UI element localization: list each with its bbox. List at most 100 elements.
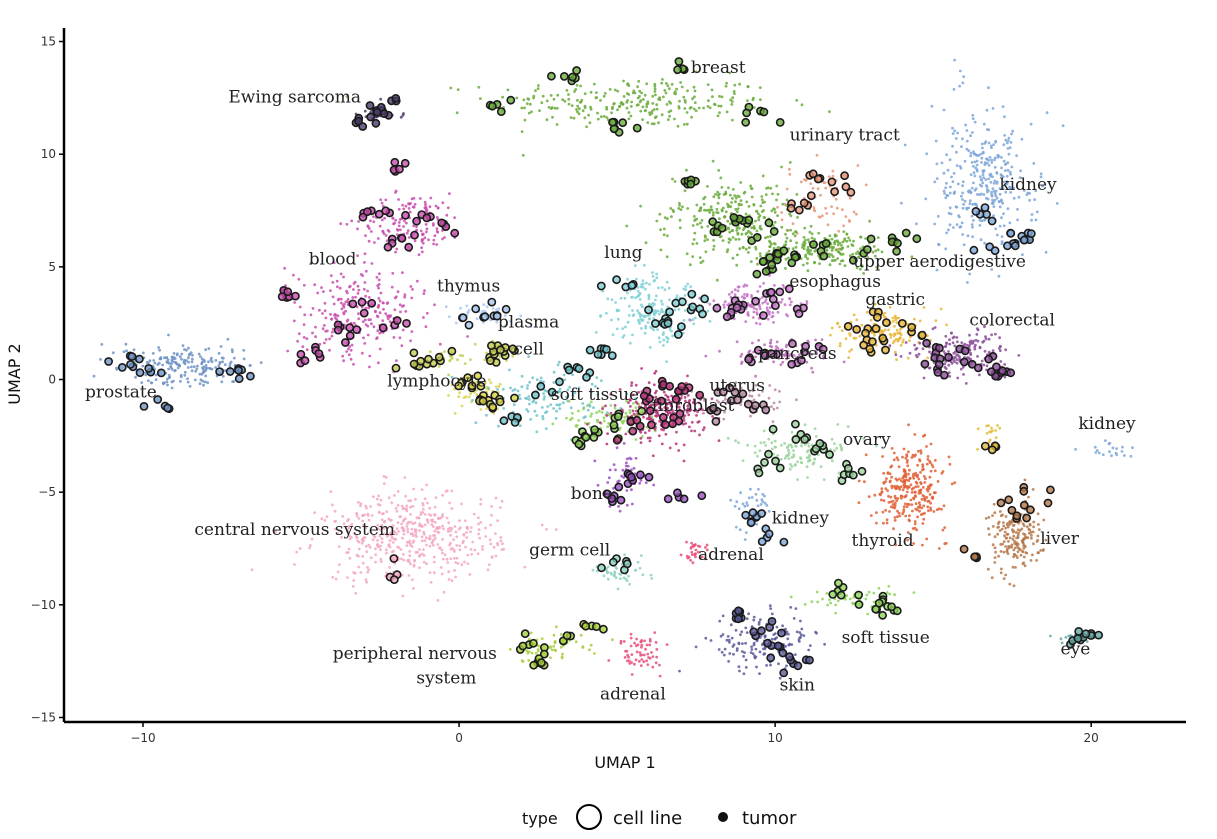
tumor-point bbox=[889, 500, 893, 504]
tumor-point bbox=[1016, 208, 1019, 211]
cell-line-point bbox=[409, 348, 419, 358]
tumor-point bbox=[1009, 191, 1013, 194]
cell-line-point bbox=[799, 198, 809, 208]
tumor-point bbox=[715, 211, 719, 214]
tumor-point bbox=[420, 488, 424, 491]
tumor-point bbox=[780, 165, 783, 169]
tumor-point bbox=[843, 238, 846, 242]
tumor-point bbox=[826, 603, 830, 607]
tumor-point bbox=[746, 313, 750, 316]
tumor-point bbox=[418, 566, 421, 570]
tumor-point bbox=[124, 342, 128, 346]
tumor-point bbox=[794, 230, 798, 234]
cell-line-point bbox=[536, 381, 546, 391]
tumor-point bbox=[758, 86, 762, 89]
tumor-point bbox=[423, 513, 427, 516]
tumor-point bbox=[607, 421, 610, 425]
tumor-point bbox=[842, 360, 846, 364]
tumor-point bbox=[519, 314, 523, 318]
tumor-point bbox=[414, 533, 418, 537]
tumor-point bbox=[390, 285, 394, 289]
tumor-point bbox=[732, 643, 736, 647]
tumor-point bbox=[850, 243, 854, 247]
tumor-point bbox=[518, 397, 522, 400]
tumor-point bbox=[834, 603, 838, 607]
tumor-point bbox=[975, 168, 979, 172]
tumor-point bbox=[402, 558, 406, 562]
tumor-point bbox=[659, 228, 662, 232]
cell-line-point bbox=[487, 101, 497, 111]
tumor-point bbox=[383, 216, 386, 220]
tumor-point bbox=[799, 457, 803, 461]
tumor-point bbox=[806, 476, 809, 479]
tumor-point bbox=[946, 168, 950, 172]
tumor-point bbox=[158, 348, 162, 352]
tumor-point bbox=[703, 234, 707, 238]
tumor-point bbox=[745, 501, 749, 504]
cell-line-point bbox=[618, 118, 628, 128]
tumor-point bbox=[466, 562, 470, 565]
tumor-point bbox=[336, 570, 340, 574]
tumor-point bbox=[651, 271, 654, 274]
tumor-point bbox=[782, 353, 786, 357]
tumor-point bbox=[666, 402, 669, 406]
tumor-point bbox=[170, 386, 174, 390]
cell-line-point bbox=[827, 177, 837, 187]
tumor-point bbox=[823, 642, 826, 646]
tumor-point bbox=[712, 195, 716, 199]
cell-line-point bbox=[471, 304, 481, 314]
tumor-point bbox=[791, 247, 795, 251]
tumor-point bbox=[629, 105, 633, 108]
tumor-point bbox=[693, 552, 697, 556]
tumor-point bbox=[973, 160, 977, 164]
tumor-point bbox=[708, 302, 712, 306]
tumor-point bbox=[436, 599, 440, 602]
tumor-point bbox=[397, 221, 401, 224]
tumor-point bbox=[711, 159, 715, 163]
tumor-point bbox=[724, 84, 728, 88]
tumor-point bbox=[795, 630, 799, 634]
tumor-point bbox=[732, 90, 736, 93]
tumor-point bbox=[413, 521, 417, 525]
tumor-point bbox=[919, 481, 922, 484]
tumor-point bbox=[910, 456, 914, 459]
tumor-point bbox=[476, 552, 480, 556]
tumor-point bbox=[960, 194, 963, 198]
tumor-point bbox=[1026, 525, 1029, 529]
tumor-point bbox=[347, 347, 350, 351]
tumor-point bbox=[991, 525, 995, 528]
tumor-point bbox=[690, 550, 694, 554]
tumor-point bbox=[363, 252, 367, 256]
tumor-point bbox=[1004, 348, 1008, 352]
tumor-point bbox=[893, 324, 896, 328]
tumor-point bbox=[824, 186, 828, 190]
tumor-point bbox=[1017, 195, 1021, 199]
tumor-point bbox=[1095, 449, 1099, 452]
tumor-point bbox=[817, 453, 820, 457]
tumor-point bbox=[894, 353, 898, 357]
tumor-point bbox=[546, 405, 550, 408]
tumor-point bbox=[778, 400, 782, 404]
tumor-point bbox=[962, 243, 966, 247]
tumor-point bbox=[998, 529, 1002, 532]
tumor-point bbox=[600, 410, 604, 414]
tumor-point bbox=[452, 538, 455, 542]
cell-line-point bbox=[492, 311, 502, 321]
tumor-point bbox=[999, 514, 1003, 518]
tumor-point bbox=[885, 591, 889, 594]
tumor-point bbox=[470, 553, 474, 556]
tumor-point bbox=[888, 472, 892, 476]
tumor-point bbox=[1008, 170, 1012, 174]
tumor-point bbox=[613, 404, 617, 407]
tumor-point bbox=[1003, 534, 1006, 538]
tumor-point bbox=[554, 528, 558, 531]
tumor-point bbox=[331, 330, 334, 334]
tumor-point bbox=[690, 429, 693, 433]
tumor-point bbox=[739, 403, 743, 406]
tumor-point bbox=[1060, 641, 1064, 645]
tumor-point bbox=[153, 361, 157, 365]
tumor-point bbox=[749, 414, 752, 418]
tumor-point bbox=[625, 106, 629, 110]
cell-line-point bbox=[391, 363, 401, 373]
tumor-point bbox=[684, 422, 687, 425]
